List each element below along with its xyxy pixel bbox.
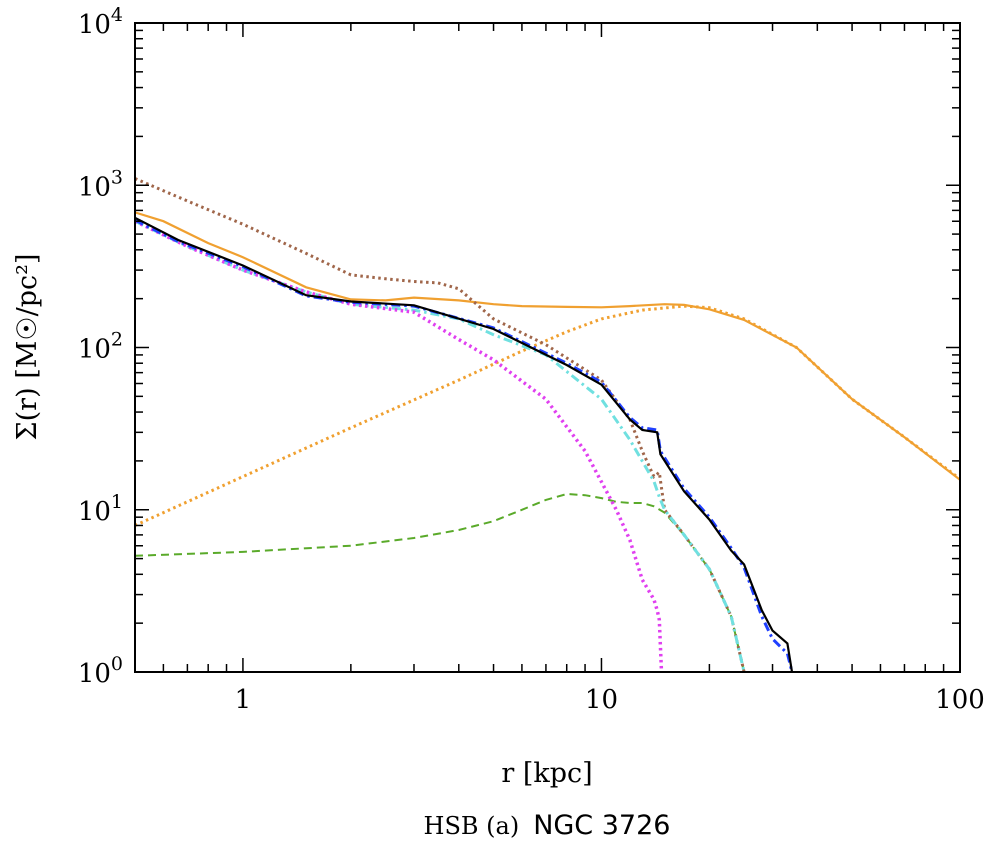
x-tick-label: 100: [935, 685, 985, 715]
caption-prefix: HSB (a): [424, 812, 520, 840]
x-tick-label: 1: [235, 685, 252, 715]
series-layer: [135, 177, 960, 672]
y-axis-label: Σ(r) [M☉/pc²]: [12, 254, 43, 441]
series-line-1: [135, 211, 960, 481]
series-line-3: [135, 177, 746, 672]
series-line-7: [135, 216, 794, 672]
y-tick-label: 102: [78, 329, 123, 365]
series-line-2: [135, 492, 746, 672]
series-line-0: [135, 304, 960, 527]
caption: HSB (a) NGC 3726: [424, 810, 671, 841]
plot-frame: [134, 22, 961, 673]
tick-layer: 1 10 100 100 101 102 103 104: [78, 4, 985, 715]
series-line-5: [135, 219, 664, 672]
series-line-4: [135, 219, 746, 672]
x-tick-label: 10: [585, 685, 618, 715]
caption-galaxy: NGC 3726: [533, 810, 670, 841]
y-tick-label: 104: [78, 4, 123, 40]
series-line-6: [135, 218, 794, 672]
y-tick-label: 101: [78, 491, 123, 527]
x-axis-label: r [kpc]: [501, 758, 592, 789]
y-tick-label: 100: [78, 653, 123, 689]
y-tick-label: 103: [78, 166, 123, 202]
